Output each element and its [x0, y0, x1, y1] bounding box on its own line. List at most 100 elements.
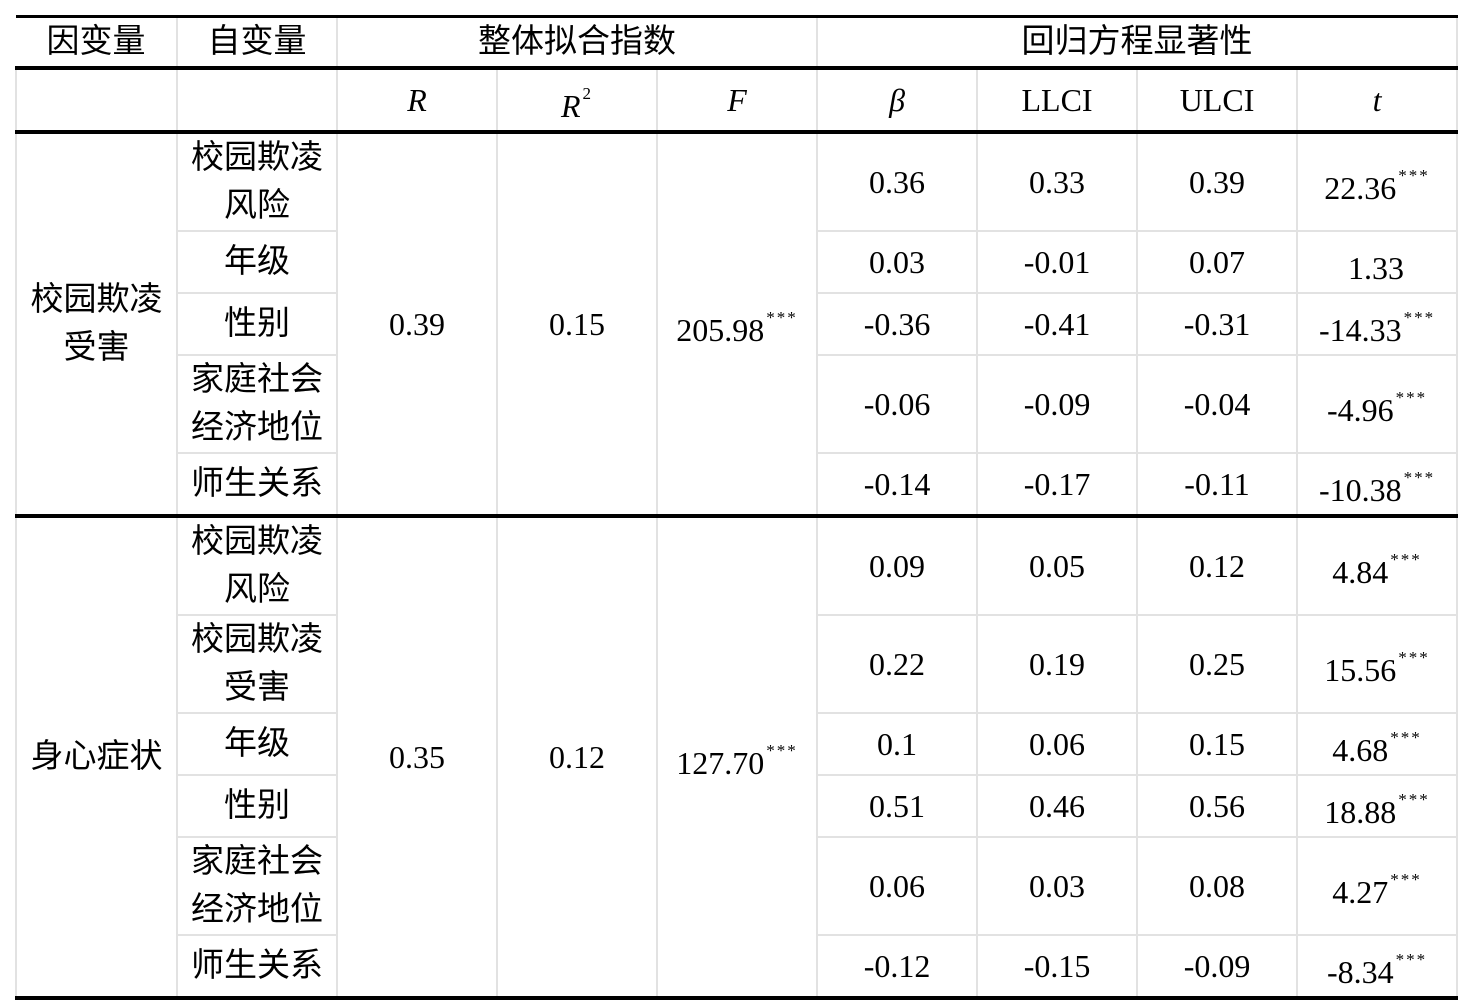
llci-value: -0.09: [976, 354, 1139, 454]
llci-value: -0.41: [976, 292, 1139, 356]
independent-variable: 性别: [176, 292, 338, 356]
significance-stars: ***: [1395, 950, 1428, 969]
independent-variable: 年级: [176, 230, 338, 294]
header-t: t: [1296, 67, 1459, 134]
table-row: 校园欺凌 受害 0.22 0.19 0.25 15.56 ***: [16, 614, 1459, 714]
independent-variable-text: 校园欺凌 风险: [191, 140, 323, 224]
header-ulci: ULCI: [1136, 67, 1299, 134]
ulci-value: 0.39: [1136, 130, 1299, 232]
t-value-text: -8.34: [1326, 954, 1394, 990]
beta-value: 0.1: [816, 712, 979, 776]
llci-value: 0.46: [976, 774, 1139, 838]
fit-r: 0.39: [336, 130, 498, 518]
significance-stars: ***: [1395, 388, 1428, 407]
ulci-value: 0.12: [1136, 514, 1299, 616]
beta-value-text: 0.1: [877, 726, 918, 762]
ulci-value: 0.08: [1136, 836, 1299, 936]
beta-value: 0.36: [816, 130, 979, 232]
independent-variable: 校园欺凌 受害: [176, 614, 338, 714]
table-body: 校园欺凌 受害 校园欺凌 风险 0.39 0.15 205.98 *** 0.36 0.33 0.3…: [15, 130, 1459, 1000]
t-value: 15.56 ***: [1296, 614, 1459, 714]
table-row: 身心症状 校园欺凌 风险 0.35 0.12 127.70 *** 0.09 0.05 0.12 4…: [15, 514, 1459, 1000]
significance-stars: ***: [1398, 648, 1430, 667]
beta-value-text: 0.03: [869, 244, 926, 280]
header-f: F: [655, 67, 819, 134]
fit-r: 0.35: [336, 514, 498, 1000]
beta-value: 0.22: [816, 614, 979, 714]
significance-stars: ***: [766, 741, 798, 760]
ulci-value-text: 0.07: [1189, 244, 1246, 280]
ulci-value: 0.07: [1136, 230, 1299, 294]
beta-value-text: -0.14: [863, 466, 931, 502]
t-value: 22.36 ***: [1296, 130, 1459, 232]
ulci-value-text: 0.25: [1189, 646, 1246, 682]
llci-value: -0.17: [976, 452, 1139, 518]
ulci-value-text: -0.11: [1184, 466, 1250, 502]
ulci-value: -0.04: [1136, 354, 1299, 454]
independent-variable: 师生关系: [176, 452, 338, 518]
llci-value-text: 0.03: [1029, 868, 1086, 904]
t-value: 4.84 ***: [1296, 514, 1459, 616]
dependent-variable-text: 身心症状: [30, 739, 163, 775]
ulci-value: 0.25: [1136, 614, 1299, 714]
ulci-value-text: 0.12: [1189, 548, 1246, 584]
t-value: -8.34 ***: [1296, 934, 1459, 1000]
beta-value: 0.06: [816, 836, 979, 936]
ulci-value-text: -0.04: [1183, 386, 1251, 422]
fit-f: 205.98 ***: [655, 130, 819, 518]
llci-value-text: -0.15: [1023, 948, 1091, 984]
t-value-text: 22.36: [1324, 170, 1397, 206]
header-empty: [15, 67, 178, 134]
independent-variable-text: 师生关系: [191, 466, 323, 502]
independent-variable-text: 师生关系: [191, 948, 323, 984]
t-value-text: 1.33: [1348, 250, 1405, 286]
llci-value-text: -0.17: [1023, 466, 1091, 502]
beta-value: -0.36: [816, 292, 979, 356]
independent-variable: 家庭社会 经济地位: [176, 354, 338, 454]
header-beta: β: [816, 67, 979, 134]
header-llci: LLCI: [976, 67, 1139, 134]
beta-value-text: -0.36: [863, 306, 931, 342]
t-value-text: -10.38: [1318, 472, 1402, 508]
beta-value-text: 0.36: [869, 164, 926, 200]
beta-value-text: -0.12: [863, 948, 931, 984]
t-value: 1.33: [1296, 230, 1459, 294]
ulci-value-text: -0.09: [1183, 948, 1251, 984]
ulci-value-text: 0.15: [1189, 726, 1246, 762]
fit-f-text: 127.70: [676, 745, 765, 781]
beta-value-text: -0.06: [863, 386, 931, 422]
independent-variable-text: 年级: [224, 244, 290, 280]
t-value-text: 18.88: [1324, 794, 1397, 830]
fit-r2: 0.12: [496, 514, 658, 1000]
llci-value: 0.19: [976, 614, 1139, 714]
beta-value: 0.51: [816, 774, 979, 838]
ulci-value: -0.31: [1136, 292, 1299, 356]
table-row: 校园欺凌 受害 校园欺凌 风险 0.39 0.15 205.98 *** 0.36 0.33 0.3…: [15, 130, 1459, 518]
independent-variable: 校园欺凌 风险: [176, 130, 338, 232]
table-row: 家庭社会 经济地位 -0.06 -0.09 -0.04 -4.96 ***: [16, 354, 1459, 454]
header-empty: [176, 67, 338, 134]
t-value: 4.68 ***: [1296, 712, 1459, 776]
independent-variable-text: 家庭社会 经济地位: [191, 844, 323, 928]
t-value: 18.88 ***: [1296, 774, 1459, 838]
independent-variable: 性别: [176, 774, 338, 838]
independent-variable-text: 校园欺凌 受害: [191, 622, 323, 706]
t-value: -4.96 ***: [1296, 354, 1459, 454]
table-row: 年级 0.03 -0.01 0.07 1.33: [16, 230, 1459, 294]
t-value: 4.27 ***: [1296, 836, 1459, 936]
ulci-value-text: -0.31: [1183, 306, 1251, 342]
beta-value-text: 0.06: [869, 868, 926, 904]
header-fit-indices: 整体拟合指数: [337, 15, 819, 70]
significance-stars: ***: [1403, 468, 1436, 487]
llci-value: 0.06: [976, 712, 1139, 776]
independent-variable: 师生关系: [176, 934, 338, 1000]
dependent-variable: 校园欺凌 受害: [15, 130, 178, 518]
llci-value-text: 0.46: [1029, 788, 1086, 824]
ulci-value: -0.11: [1136, 452, 1299, 518]
t-value: -10.38 ***: [1296, 452, 1459, 518]
t-value-text: 4.27: [1332, 874, 1389, 910]
table-row: 年级 0.1 0.06 0.15 4.68 ***: [16, 712, 1459, 776]
t-value-text: -4.96: [1326, 392, 1394, 428]
beta-value: -0.06: [816, 354, 979, 454]
